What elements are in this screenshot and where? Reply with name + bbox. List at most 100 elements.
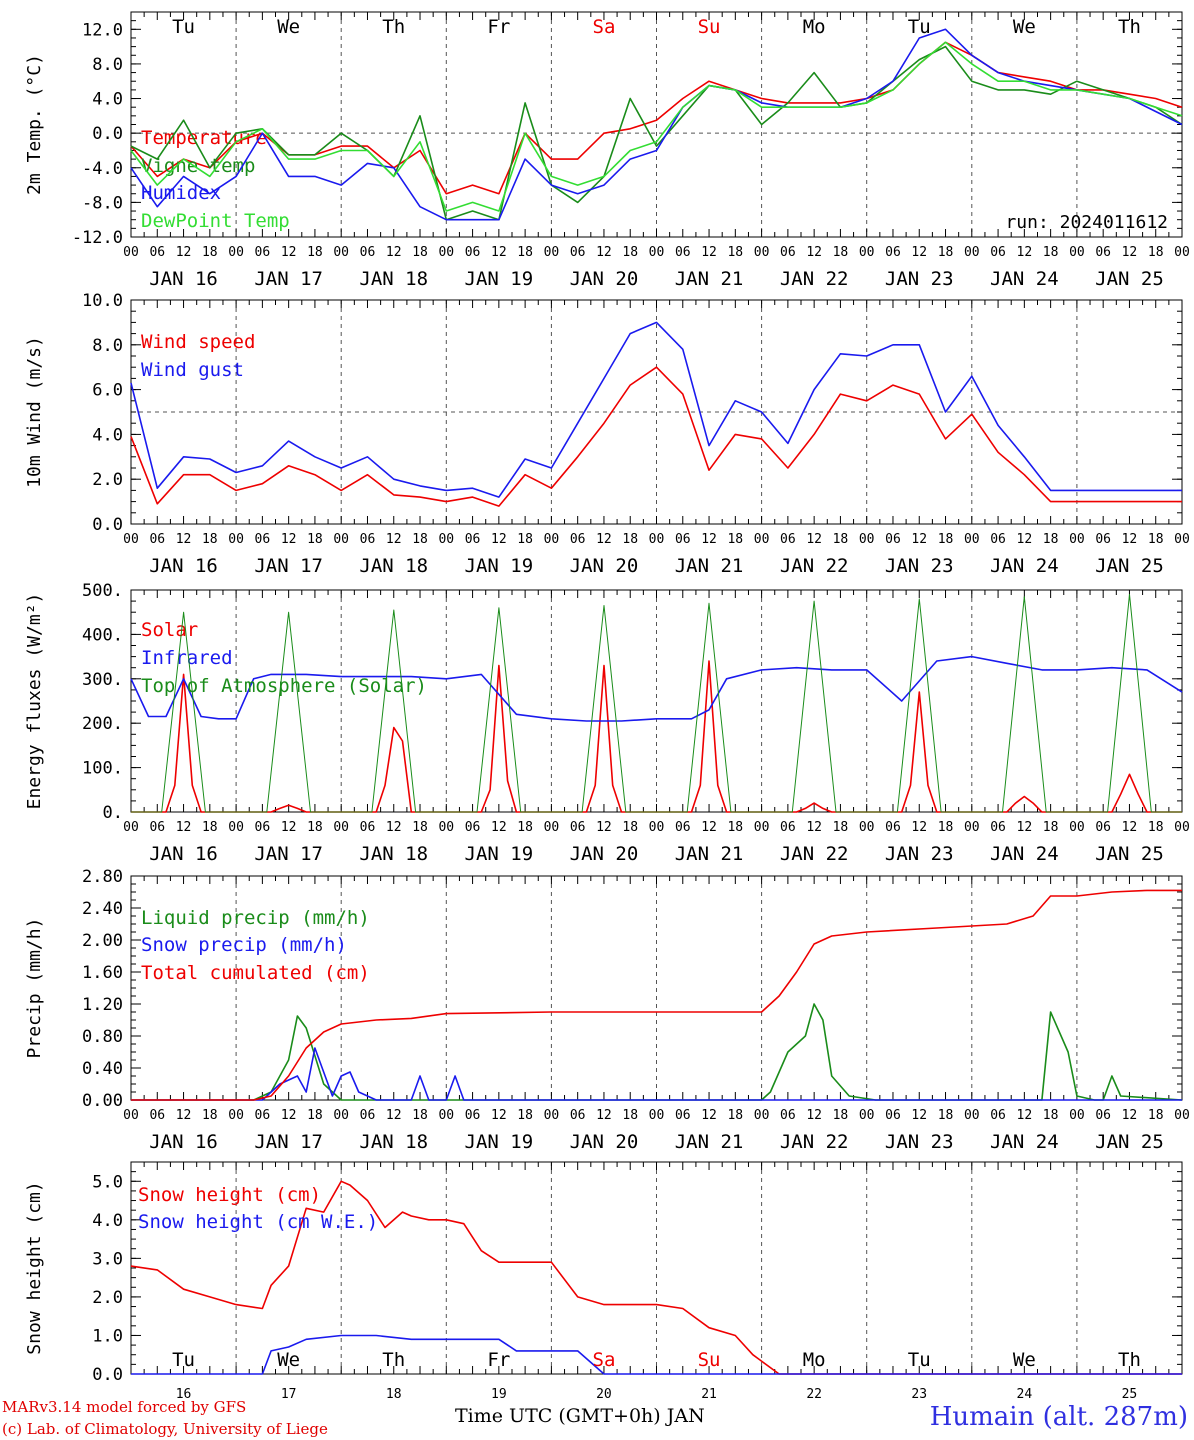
weekday-label-bottom: We [1013,1349,1036,1371]
hour-tick-label: 00 [438,820,454,835]
hour-tick-label: 06 [990,1108,1006,1123]
hour-tick-label: 06 [255,245,271,260]
hour-tick-label: 12 [491,245,507,260]
y-tick-label: 0.0 [92,124,123,144]
hour-tick-label: 06 [675,820,691,835]
hour-tick-label: 06 [360,532,376,547]
weekday-label-top: Tu [908,16,931,38]
y-tick-label: 12.0 [82,20,123,40]
hour-tick-label: 00 [964,820,980,835]
hour-tick-label: 00 [649,1108,665,1123]
hour-tick-label: 18 [727,245,743,260]
hour-tick-label: 06 [360,245,376,260]
day-label: JAN 17 [254,268,323,290]
day-number-label: 25 [1122,1387,1138,1402]
site-name: Humain (alt. 287m) [929,1402,1188,1432]
hour-tick-label: 06 [465,1108,481,1123]
legend-entry: Snow height (cm W.E.) [138,1211,378,1233]
hour-tick-label: 00 [544,245,560,260]
day-number-label: 17 [281,1387,297,1402]
hour-tick-label: 18 [412,820,428,835]
hour-tick-label: 06 [1095,245,1111,260]
hour-tick-label: 18 [1148,820,1164,835]
series-line-DewPoint Temp [130,41,1183,212]
day-label: JAN 24 [990,268,1059,290]
legend-entry: Humidex [141,182,221,204]
hour-tick-label: 06 [149,1108,165,1123]
y-tick-label: 10.0 [82,291,123,311]
day-label: JAN 19 [465,555,534,577]
y-tick-label: 0. [103,803,123,823]
legend-entry: Solar [141,619,198,641]
legend-entry: Wind gust [141,359,244,381]
day-label: JAN 23 [885,843,954,865]
hour-tick-label: 12 [386,245,402,260]
y-axis-label: Precip (mm/h) [24,918,45,1059]
hour-tick-label: 00 [333,532,349,547]
hour-tick-label: 18 [1043,1108,1059,1123]
day-label: JAN 22 [780,268,849,290]
hour-tick-label: 12 [806,532,822,547]
y-axis-label: Snow height (cm) [24,1181,45,1354]
y-tick-label: 2.40 [82,899,123,919]
day-label: JAN 17 [254,555,323,577]
y-tick-label: 0.80 [82,1027,123,1047]
y-tick-label: 2.80 [82,867,123,887]
day-label: JAN 21 [675,1131,744,1153]
day-label: JAN 20 [570,555,639,577]
hour-tick-label: 12 [176,820,192,835]
y-tick-label: 4.0 [92,1211,123,1231]
y-tick-label: 1.20 [82,995,123,1015]
y-axis-label: 2m Temp. (°C) [24,54,45,195]
day-label: JAN 21 [675,268,744,290]
hour-tick-label: 12 [911,820,927,835]
hour-tick-label: 06 [990,245,1006,260]
hour-tick-label: 00 [859,532,875,547]
legend-entry: Snow precip (mm/h) [141,934,347,956]
legend-entry: Infrared [141,647,233,669]
hour-tick-label: 18 [307,1108,323,1123]
day-label: JAN 21 [675,843,744,865]
hour-tick-label: 06 [1095,1108,1111,1123]
y-tick-label: 4.0 [92,90,123,110]
y-tick-label: 300. [82,670,123,690]
hour-tick-label: 06 [570,820,586,835]
hour-tick-label: 00 [228,1108,244,1123]
hour-tick-label: 06 [885,820,901,835]
hour-tick-label: 06 [1095,532,1111,547]
day-label: JAN 23 [885,555,954,577]
series-line-Infrared [130,655,1183,722]
series-line-Snow height (cm) [130,1180,1182,1375]
weekday-label-bottom: We [277,1349,300,1371]
day-number-label: 18 [386,1387,402,1402]
hour-tick-label: 06 [570,532,586,547]
y-tick-label: 0.00 [82,1091,123,1111]
hour-tick-label: 06 [465,820,481,835]
day-number-label: 19 [491,1387,507,1402]
hour-tick-label: 00 [1069,245,1085,260]
day-number-label: 24 [1017,1387,1033,1402]
hour-tick-label: 06 [885,1108,901,1123]
series-line-Wind speed [130,366,1182,507]
hour-tick-label: 18 [938,820,954,835]
hour-tick-label: 12 [701,1108,717,1123]
hour-tick-label: 00 [649,820,665,835]
hour-tick-label: 00 [859,1108,875,1123]
day-number-label: 22 [806,1387,822,1402]
weekday-label-bottom: Mo [803,1349,826,1371]
y-tick-label: 400. [82,625,123,645]
hour-tick-label: 12 [386,532,402,547]
hour-tick-label: 06 [990,532,1006,547]
y-tick-label: 3.0 [92,1249,123,1269]
legend-entry: DewPoint Temp [141,210,290,232]
weekday-label-bottom: Th [382,1349,405,1371]
day-label: JAN 21 [675,555,744,577]
y-axis-label: Energy fluxes (W/m²) [24,593,45,810]
hour-tick-label: 18 [622,245,638,260]
hour-tick-label: 12 [491,1108,507,1123]
hour-tick-label: 00 [228,245,244,260]
weekday-label-top: Mo [803,16,826,38]
weekday-label-bottom: Sa [593,1349,616,1371]
hour-tick-label: 06 [1095,820,1111,835]
day-label: JAN 25 [1095,843,1164,865]
